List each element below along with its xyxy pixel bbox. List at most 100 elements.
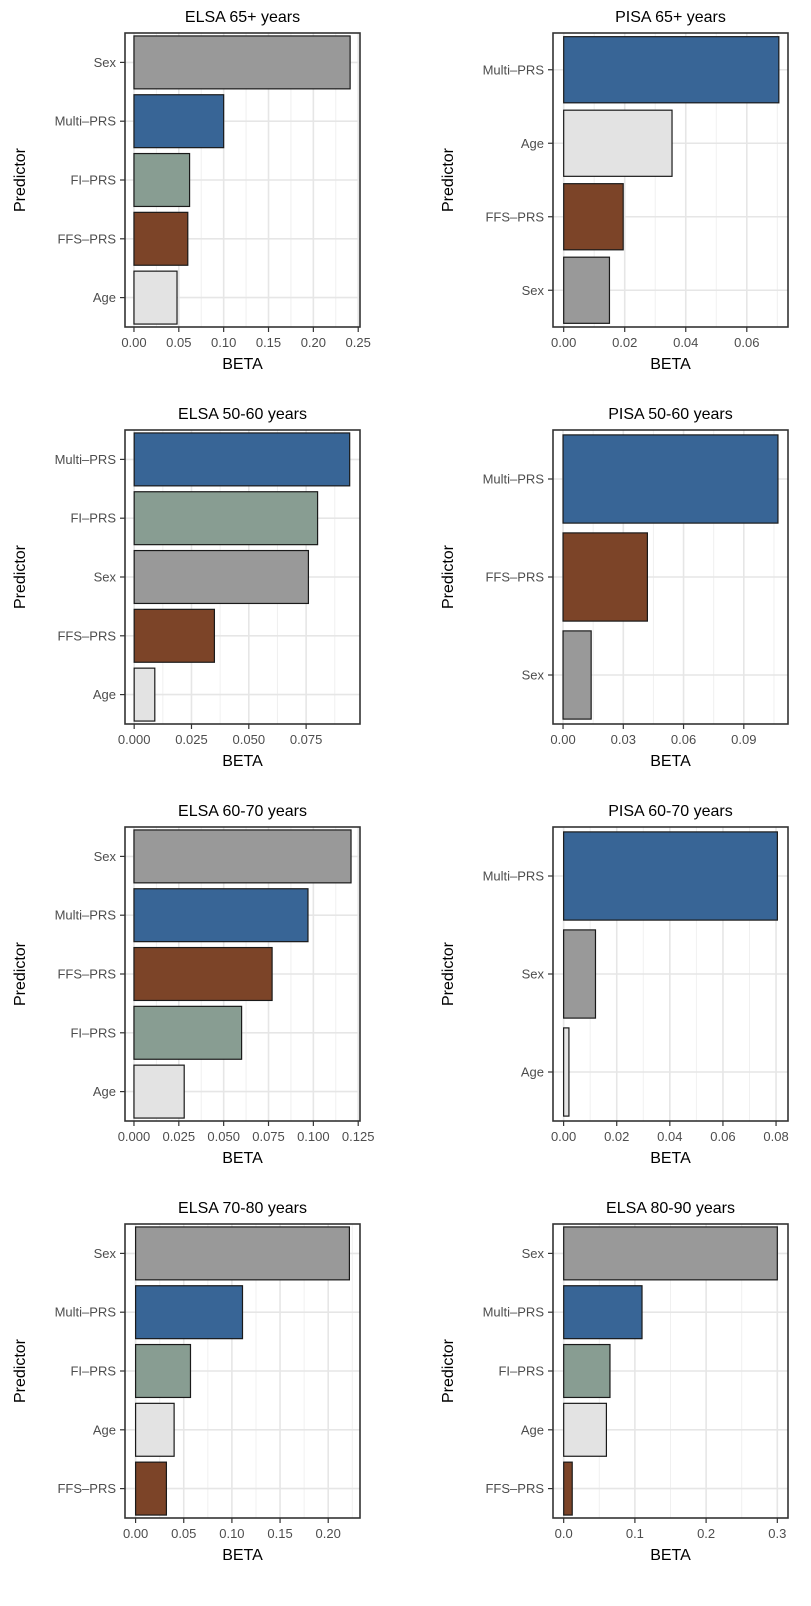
bar-fi-prs xyxy=(133,491,319,546)
x-axis-title: BETA xyxy=(650,1547,691,1564)
x-axis-title: BETA xyxy=(650,1150,691,1167)
y-tick-label: Sex xyxy=(94,55,117,70)
x-axis-title: BETA xyxy=(650,356,691,373)
y-tick-label: Age xyxy=(93,687,116,702)
bar-age xyxy=(133,270,178,325)
y-axis-title: Predictor xyxy=(12,941,29,1006)
chart-title: PISA 65+ years xyxy=(615,9,726,26)
x-tick-label: 0.075 xyxy=(290,732,323,747)
x-axis-title: BETA xyxy=(222,1150,263,1167)
bar-multi-prs xyxy=(562,434,779,524)
x-tick-label: 0.1 xyxy=(626,1526,644,1541)
x-tick-label: 0.04 xyxy=(657,1129,682,1144)
y-tick-label: Age xyxy=(521,1065,544,1080)
chart-panel-1: Multi–PRS Age FFS–PRS Sex 0.00 0.02 0.04 0.06 PI… xyxy=(440,9,789,373)
y-tick-label: Age xyxy=(521,1422,544,1437)
x-tick-label: 0.20 xyxy=(301,335,326,350)
x-tick-label: 0.06 xyxy=(734,335,759,350)
bar-ffs-prs xyxy=(562,532,649,622)
x-axis-title: BETA xyxy=(222,1547,263,1564)
chart-panel-2: Multi–PRS FI–PRS Sex FFS–PRS Age 0.000 0.025 0.… xyxy=(12,406,361,770)
y-tick-label: Age xyxy=(521,136,544,151)
x-tick-label: 0.00 xyxy=(551,335,576,350)
bar-age xyxy=(133,1064,185,1119)
y-tick-label: FFS–PRS xyxy=(485,570,544,585)
x-tick-label: 0.06 xyxy=(671,732,696,747)
y-axis-title: Predictor xyxy=(440,147,457,212)
x-tick-label: 0.09 xyxy=(731,732,756,747)
x-tick-label: 0.03 xyxy=(611,732,636,747)
x-tick-label: 0.00 xyxy=(550,732,575,747)
x-tick-label: 0.15 xyxy=(256,335,281,350)
bar-ffs-prs xyxy=(133,211,189,266)
y-axis-title: Predictor xyxy=(440,941,457,1006)
bar-fi-prs xyxy=(134,1343,192,1399)
y-tick-label: Age xyxy=(93,290,116,305)
bar-sex xyxy=(563,929,597,1019)
chart-title: ELSA 60-70 years xyxy=(178,803,307,820)
chart-title: ELSA 50-60 years xyxy=(178,406,307,423)
bar-multi-prs xyxy=(563,1285,643,1340)
bar-age xyxy=(134,1402,175,1457)
y-tick-label: FI–PRS xyxy=(70,511,116,526)
bar-age xyxy=(563,1402,608,1457)
bar-ffs-prs xyxy=(133,946,273,1002)
chart-panel-4: Sex Multi–PRS FFS–PRS FI–PRS Age 0.000 0.025 0.… xyxy=(12,803,374,1167)
x-tick-label: 0.2 xyxy=(697,1526,715,1541)
y-tick-label: FFS–PRS xyxy=(57,1481,116,1496)
chart-panel-5: Multi–PRS Sex Age 0.00 0.02 0.04 0.06 0.08 PISA … xyxy=(440,803,789,1167)
bar-multi-prs xyxy=(133,432,351,487)
y-tick-label: Sex xyxy=(522,967,545,982)
x-tick-label: 0.0 xyxy=(555,1526,573,1541)
chart-title: PISA 50-60 years xyxy=(608,406,733,423)
bar-multi-prs xyxy=(133,888,309,943)
x-axis-title: BETA xyxy=(222,753,263,770)
x-tick-label: 0.10 xyxy=(219,1526,244,1541)
x-tick-label: 0.100 xyxy=(297,1129,330,1144)
y-tick-label: Multi–PRS xyxy=(55,1305,117,1320)
x-tick-label: 0.3 xyxy=(768,1526,786,1541)
y-tick-label: Sex xyxy=(94,849,117,864)
bar-fi-prs xyxy=(133,152,191,208)
y-axis-title: Predictor xyxy=(12,544,29,609)
x-tick-label: 0.25 xyxy=(346,335,371,350)
x-tick-label: 0.05 xyxy=(166,335,191,350)
y-tick-label: FFS–PRS xyxy=(57,967,116,982)
y-axis-title: Predictor xyxy=(12,1338,29,1403)
bar-multi-prs xyxy=(563,36,780,104)
y-tick-label: Age xyxy=(93,1422,116,1437)
x-tick-label: 0.00 xyxy=(121,335,146,350)
bar-sex xyxy=(563,1226,778,1281)
bar-sex xyxy=(134,1226,351,1281)
x-tick-label: 0.000 xyxy=(118,1129,151,1144)
bar-age xyxy=(563,1027,570,1117)
bar-sex xyxy=(133,549,310,605)
x-tick-label: 0.06 xyxy=(710,1129,735,1144)
chart-title: ELSA 70-80 years xyxy=(178,1200,307,1217)
y-axis-title: Predictor xyxy=(12,147,29,212)
x-tick-label: 0.000 xyxy=(118,732,151,747)
x-tick-label: 0.10 xyxy=(211,335,236,350)
x-tick-label: 0.050 xyxy=(207,1129,240,1144)
y-tick-label: FI–PRS xyxy=(70,173,116,188)
chart-panel-0: Sex Multi–PRS FI–PRS FFS–PRS Age 0.00 0.05 0.10… xyxy=(12,9,371,373)
x-tick-label: 0.050 xyxy=(233,732,266,747)
chart-title: PISA 60-70 years xyxy=(608,803,733,820)
y-tick-label: Sex xyxy=(94,570,117,585)
y-tick-label: Multi–PRS xyxy=(55,908,117,923)
bar-ffs-prs xyxy=(133,608,216,663)
y-axis-title: Predictor xyxy=(440,544,457,609)
y-tick-label: Sex xyxy=(522,668,545,683)
x-tick-label: 0.125 xyxy=(342,1129,375,1144)
y-tick-label: FFS–PRS xyxy=(485,1481,544,1496)
chart-panel-3: Multi–PRS FFS–PRS Sex 0.00 0.03 0.06 0.09 PISA … xyxy=(440,406,789,770)
x-tick-label: 0.02 xyxy=(612,335,637,350)
bar-ffs-prs xyxy=(563,183,624,251)
bar-age xyxy=(563,109,673,177)
bar-fi-prs xyxy=(133,1005,243,1060)
y-tick-label: FI–PRS xyxy=(70,1364,116,1379)
bar-ffs-prs xyxy=(134,1461,168,1516)
panel-border xyxy=(552,32,789,328)
x-tick-label: 0.05 xyxy=(171,1526,196,1541)
